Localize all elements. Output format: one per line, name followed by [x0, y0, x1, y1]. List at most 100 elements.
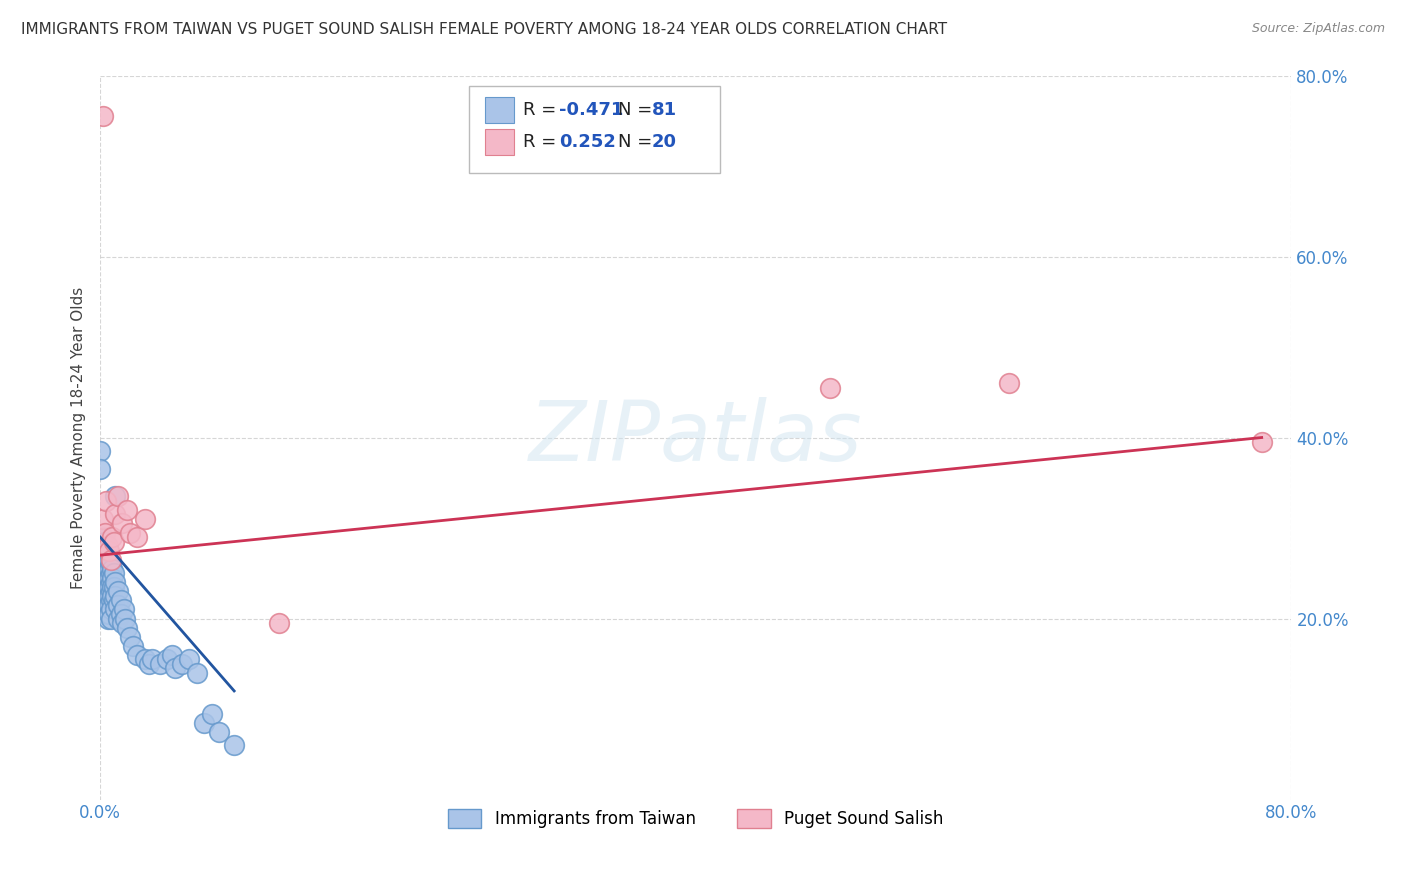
FancyBboxPatch shape [470, 87, 720, 173]
Point [193, 715, 215, 730]
Point [93, 558, 115, 572]
Point [97, 548, 120, 562]
Point [104, 602, 127, 616]
Point [163, 661, 186, 675]
Point [111, 615, 134, 630]
Point [115, 621, 138, 635]
Point [224, 738, 246, 752]
Point [107, 598, 129, 612]
Point [97, 602, 120, 616]
Point [94, 598, 117, 612]
Point [104, 489, 127, 503]
Point [98, 571, 121, 585]
Point [91, 543, 114, 558]
Point [97, 584, 120, 599]
Point [100, 552, 122, 566]
Point [134, 652, 156, 666]
Point [100, 593, 122, 607]
Point [91, 109, 114, 123]
Point [98, 543, 121, 558]
Point [104, 508, 127, 522]
Point [97, 539, 120, 553]
Point [94, 607, 117, 621]
Point [100, 558, 122, 572]
Point [89, 462, 111, 476]
Point [122, 639, 145, 653]
Point [98, 607, 121, 621]
Point [160, 648, 183, 662]
Point [114, 611, 136, 625]
Y-axis label: Female Poverty Among 18-24 Year Olds: Female Poverty Among 18-24 Year Olds [72, 286, 86, 589]
Point [94, 494, 117, 508]
Point [98, 562, 121, 576]
Point [98, 589, 121, 603]
Point [97, 593, 120, 607]
Text: -0.471: -0.471 [558, 102, 623, 120]
Point [112, 602, 135, 616]
Point [267, 615, 290, 630]
Text: IMMIGRANTS FROM TAIWAN VS PUGET SOUND SALISH FEMALE POVERTY AMONG 18-24 YEAR OLD: IMMIGRANTS FROM TAIWAN VS PUGET SOUND SA… [21, 22, 948, 37]
Text: 81: 81 [652, 102, 676, 120]
Point [98, 598, 121, 612]
Point [156, 652, 179, 666]
Text: Source: ZipAtlas.com: Source: ZipAtlas.com [1251, 22, 1385, 36]
Point [107, 489, 129, 503]
Point [997, 376, 1019, 391]
Point [100, 575, 122, 590]
Point [104, 575, 127, 590]
Point [100, 611, 122, 625]
Point [170, 657, 193, 671]
Point [93, 534, 115, 549]
Point [186, 665, 208, 680]
Point [94, 552, 117, 566]
Point [818, 381, 841, 395]
Point [100, 566, 122, 581]
Point [98, 580, 121, 594]
Point [93, 593, 115, 607]
Point [91, 552, 114, 566]
Text: N =: N = [619, 102, 658, 120]
Point [101, 580, 124, 594]
Point [149, 657, 172, 671]
Point [103, 580, 125, 594]
Point [101, 589, 124, 603]
Point [118, 525, 141, 540]
Point [93, 598, 115, 612]
Point [91, 512, 114, 526]
FancyBboxPatch shape [485, 97, 513, 123]
Text: 0.252: 0.252 [558, 133, 616, 151]
Point [118, 630, 141, 644]
Point [89, 444, 111, 458]
Point [201, 706, 224, 721]
Point [91, 530, 114, 544]
Point [104, 589, 127, 603]
Text: R =: R = [523, 133, 562, 151]
Point [93, 548, 115, 562]
Point [107, 584, 129, 599]
Point [107, 611, 129, 625]
Point [103, 534, 125, 549]
Point [94, 562, 117, 576]
Point [100, 602, 122, 616]
Point [93, 584, 115, 599]
Point [138, 657, 160, 671]
Point [179, 652, 201, 666]
Point [94, 571, 117, 585]
FancyBboxPatch shape [485, 129, 513, 155]
Point [97, 558, 120, 572]
Point [103, 593, 125, 607]
Point [97, 611, 120, 625]
Point [93, 575, 115, 590]
Point [110, 607, 132, 621]
Point [111, 516, 134, 531]
Text: N =: N = [619, 133, 658, 151]
Point [115, 503, 138, 517]
Point [141, 652, 163, 666]
Point [97, 566, 120, 581]
Point [101, 530, 124, 544]
Text: R =: R = [523, 102, 562, 120]
Point [97, 575, 120, 590]
Point [91, 562, 114, 576]
Point [103, 566, 125, 581]
Point [134, 512, 156, 526]
